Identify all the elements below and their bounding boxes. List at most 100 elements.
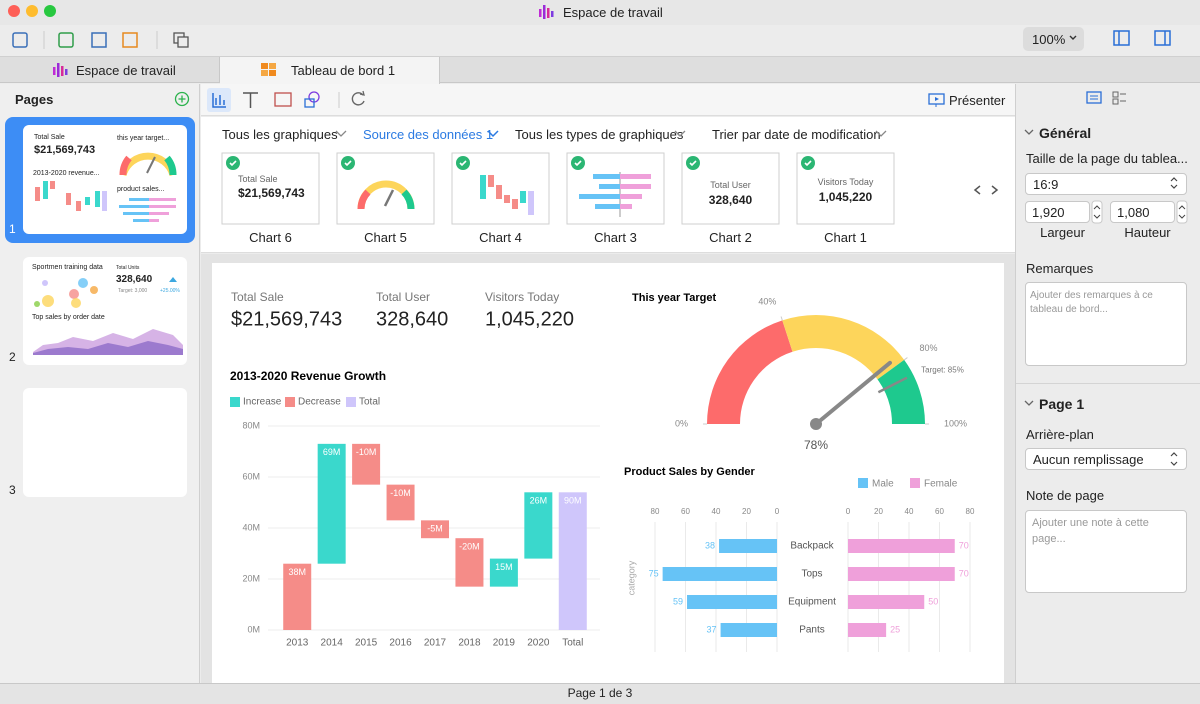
legend-label: Increase [243, 397, 282, 408]
text-tool[interactable] [243, 92, 258, 108]
height-stepper[interactable] [1176, 200, 1188, 224]
x-tick-label: Total [562, 638, 583, 649]
value-label: 70 [959, 568, 969, 578]
gauge-hub [810, 418, 822, 430]
filter-dropdown[interactable]: Tous les graphiques [222, 127, 338, 142]
y-tick-label: 20M [242, 573, 260, 583]
card-kpi-title: Total User [710, 180, 751, 190]
field-label: Taille de la page du tablea... [1026, 151, 1188, 166]
right-panel-toggle[interactable] [1154, 30, 1171, 46]
y-tick-label: 60M [242, 471, 260, 481]
close-button[interactable] [8, 5, 20, 17]
refresh-button[interactable] [351, 92, 365, 106]
thumb-text: Total Sale [34, 134, 65, 141]
thumb-text: this year target... [117, 135, 170, 142]
bar [848, 623, 887, 637]
tab-active[interactable] [220, 57, 440, 84]
filter-dropdown[interactable]: Source des données 1 [363, 127, 494, 142]
layout-tab[interactable] [1112, 91, 1119, 98]
gauge-value-label: 78% [804, 438, 828, 452]
thumb-text: 2013-2020 revenue... [33, 170, 100, 177]
page-indicator: Page 1 de 3 [567, 686, 633, 700]
chart-tool[interactable] [207, 88, 231, 112]
thumb-text: Top sales by order date [32, 314, 105, 321]
minimize-button[interactable] [26, 5, 38, 17]
kpi-value: 328,640 [376, 308, 448, 330]
properties-tab[interactable] [1086, 91, 1102, 104]
add-dashboard-icon[interactable] [122, 32, 138, 48]
chart-title: Product Sales by Gender [624, 466, 756, 478]
bar-label: 69M [323, 447, 341, 457]
dashboard: Total Sale $21,569,743 Total User 328,64… [212, 263, 1004, 683]
image-tool[interactable] [274, 92, 292, 107]
axis-label: category [626, 560, 636, 595]
left-panel-toggle[interactable] [1113, 30, 1130, 46]
gauge-band [782, 314, 905, 380]
notes-textarea[interactable] [1025, 282, 1187, 366]
notes-placeholder: Ajouter des remarques à ce tableau de bo… [1030, 290, 1153, 315]
card-kpi-title: Visitors Today [817, 177, 874, 187]
height-value: 1,080 [1117, 205, 1150, 220]
chevron [1170, 452, 1178, 466]
page-note-textarea[interactable] [1025, 510, 1187, 593]
tab-label: Tableau de bord 1 [291, 63, 396, 78]
gallery-next[interactable] [991, 185, 999, 195]
add-datasource-icon[interactable] [58, 32, 74, 48]
width-stepper[interactable] [1091, 200, 1103, 224]
gallery-prev[interactable] [973, 185, 981, 195]
chart-card-label: Chart 4 [479, 230, 522, 245]
bar [848, 567, 955, 581]
filter-dropdown[interactable]: Trier par date de modification [712, 127, 881, 142]
gauge-target [877, 376, 908, 394]
x-tick-label: 2019 [493, 638, 516, 649]
filter-dropdown[interactable]: Tous les types de graphiques [515, 127, 684, 142]
gauge-tick-label: 80% [920, 343, 938, 353]
gauge-band [877, 359, 925, 424]
gauge-needle [814, 360, 892, 426]
thumb-text: 328,640 [116, 274, 153, 285]
present-icon[interactable] [928, 93, 946, 108]
gauge-target-label: Target: 85% [921, 366, 964, 375]
background-select[interactable] [1025, 448, 1187, 470]
toolbar-icons [12, 31, 189, 49]
chart-title: 2013-2020 Revenue Growth [230, 369, 386, 383]
tab[interactable] [0, 57, 220, 83]
bar-label: 38M [288, 567, 306, 577]
page-thumbnail[interactable] [23, 388, 187, 497]
add-chart-icon[interactable] [91, 32, 107, 48]
legend-swatch [910, 478, 920, 488]
x-tick-label: 2018 [458, 638, 481, 649]
duplicate-icon[interactable] [177, 36, 189, 48]
add-page-button[interactable] [174, 91, 190, 107]
bar [421, 520, 449, 539]
legend-label: Total [359, 397, 380, 408]
value-label: 38 [705, 540, 715, 550]
save-icon[interactable] [12, 32, 28, 48]
chevron[interactable] [1024, 398, 1034, 408]
chart-title: This year Target [632, 292, 716, 304]
stepper-icons [1091, 177, 1188, 224]
background-value: Aucun remplissage [1033, 452, 1144, 467]
width-input[interactable] [1025, 201, 1090, 223]
page-number: 1 [9, 222, 16, 236]
zoom-button[interactable] [44, 5, 56, 17]
ratio-select[interactable] [1025, 173, 1187, 195]
chevron[interactable] [1024, 127, 1034, 137]
tab-bar [0, 57, 1200, 83]
field-label: Note de page [1026, 488, 1105, 503]
value-label: 59 [673, 596, 683, 606]
tab-icon [53, 63, 68, 77]
x-tick-label: 60 [681, 507, 690, 516]
inspector-tabs [1086, 91, 1126, 105]
bar [352, 443, 381, 485]
legend-label: Male [872, 479, 894, 490]
app-icon [539, 5, 554, 19]
window-controls [8, 5, 56, 17]
window-title: Espace de travail [563, 5, 663, 20]
card-kpi-value: 1,045,220 [818, 190, 873, 204]
bar-label: 90M [564, 496, 582, 506]
height-input[interactable] [1110, 201, 1175, 223]
present-button[interactable]: Présenter [949, 93, 1006, 108]
